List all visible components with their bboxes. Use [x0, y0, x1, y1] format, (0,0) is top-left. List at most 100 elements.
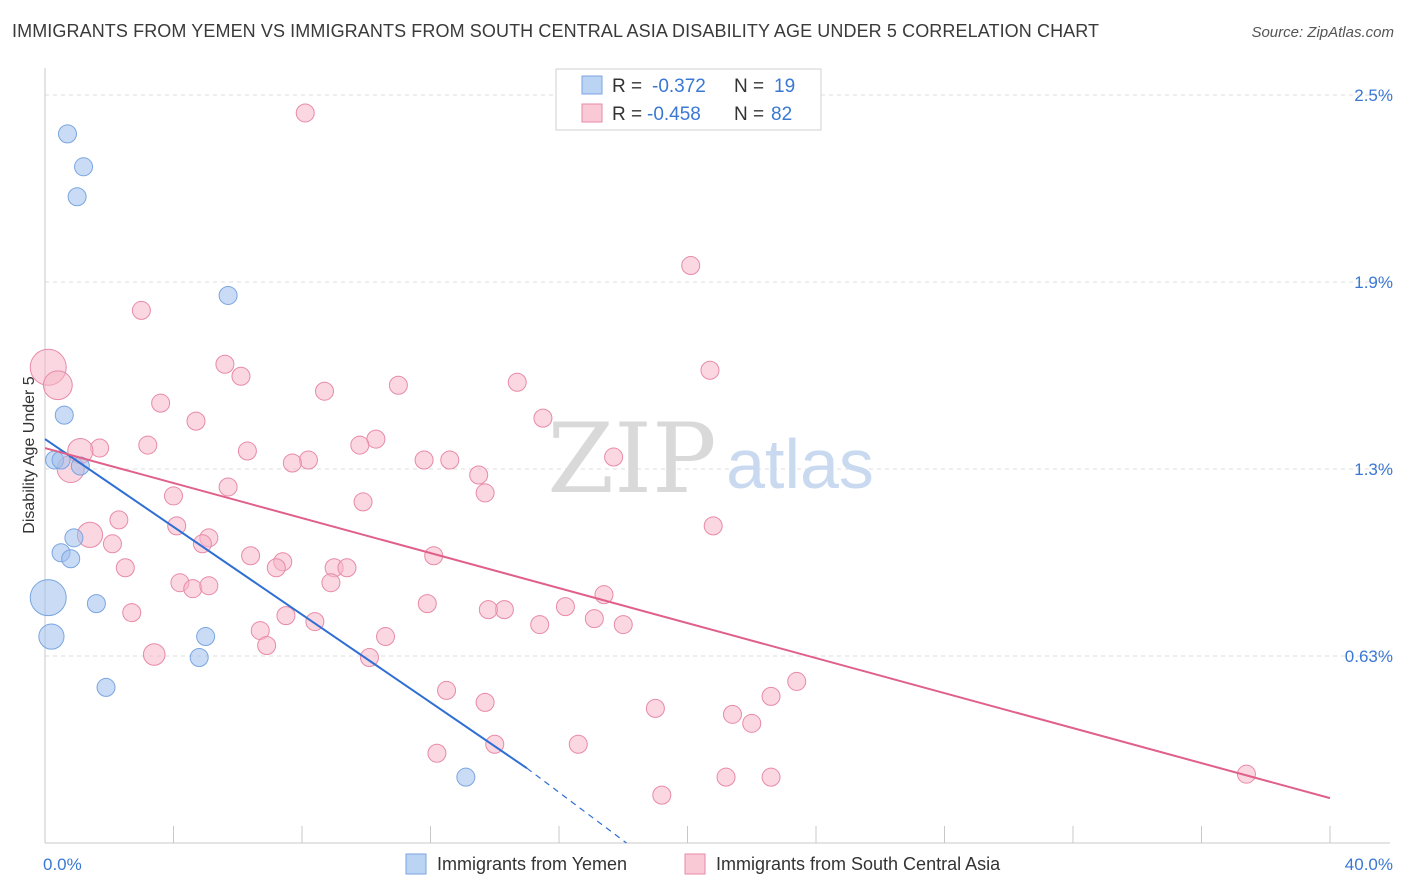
- sca-point-49: [417, 594, 437, 614]
- sca-point-21: [237, 441, 257, 461]
- x-tick-label-0: 0.0%: [43, 855, 82, 874]
- sca-point-14: [138, 435, 158, 455]
- y-tick-label-3: 0.63%: [1345, 647, 1393, 666]
- sca-point-70: [722, 704, 742, 724]
- sca-point-7: [700, 360, 720, 380]
- sca-point-35: [102, 534, 122, 554]
- legend-n-label-1: N =: [734, 76, 764, 97]
- watermark-zip: ZIP: [547, 403, 716, 515]
- sca-point-17: [414, 450, 434, 470]
- yemen-point-4: [54, 405, 74, 425]
- sca-point-69: [645, 698, 665, 718]
- legend-swatch-sca: [581, 103, 603, 123]
- legend-n-label-2: N =: [734, 104, 764, 125]
- sca-point-52: [555, 597, 575, 617]
- sca-point-40: [266, 558, 286, 578]
- sca-point-22: [440, 450, 460, 470]
- sca-point-55: [276, 606, 296, 626]
- sca-point-66: [787, 671, 807, 691]
- sca-point-38: [241, 546, 261, 566]
- y-tick-label-1: 1.9%: [1354, 273, 1393, 292]
- sca-point-5: [215, 354, 235, 374]
- sca-point-15: [366, 429, 386, 449]
- sca-point-42: [337, 558, 357, 578]
- yemen-point-10: [61, 549, 81, 569]
- y-axis-title: Disability Age Under 5: [21, 376, 38, 534]
- yemen-point-3: [218, 285, 238, 305]
- x-tick-label-1: 40.0%: [1345, 855, 1393, 874]
- series-layer: [29, 103, 1256, 805]
- sca-point-0: [295, 103, 315, 123]
- sca-point-61: [376, 627, 396, 647]
- sca-point-13: [533, 408, 553, 428]
- yemen-trend-line: [44, 438, 528, 770]
- bottom-legend-swatch-sca: [684, 853, 706, 875]
- sca-point-1: [681, 256, 701, 276]
- sca-point-9: [507, 372, 527, 392]
- sca-point-27: [475, 483, 495, 503]
- yemen-point-13: [38, 623, 65, 650]
- tick-labels: 2.5% 1.9% 1.3% 0.63% 0.0% 40.0%: [43, 86, 1393, 874]
- sca-point-29: [164, 486, 183, 506]
- sca-point-65: [437, 680, 457, 700]
- sca-point-23: [298, 450, 318, 470]
- yemen-point-2: [67, 187, 87, 207]
- bottom-legend-swatch-yemen: [405, 853, 427, 875]
- yemen-point-16: [96, 677, 116, 697]
- legend-n-value-2: 82: [771, 104, 792, 125]
- sca-point-8: [388, 375, 408, 395]
- legend-n-value-1: 19: [774, 76, 795, 97]
- watermark: ZIP atlas: [547, 403, 874, 515]
- sca-point-68: [475, 692, 495, 712]
- sca-point-32: [167, 516, 187, 536]
- legend-swatch-yemen: [581, 75, 603, 95]
- yemen-point-11: [29, 579, 67, 617]
- sca-point-71: [742, 713, 762, 733]
- axes: [44, 68, 1390, 844]
- sca-point-46: [183, 579, 203, 599]
- chart-title: IMMIGRANTS FROM YEMEN VS IMMIGRANTS FROM…: [12, 21, 1100, 41]
- sca-point-19: [90, 438, 110, 458]
- sca-point-18: [604, 447, 624, 467]
- sca-point-77: [652, 785, 672, 805]
- sca-point-16: [350, 435, 370, 455]
- sca-point-6: [231, 366, 251, 386]
- yemen-point-1: [74, 157, 94, 177]
- sca-point-62: [257, 636, 277, 656]
- sca-point-2: [131, 300, 151, 320]
- sca-point-74: [427, 743, 447, 763]
- sca-point-33: [703, 516, 723, 536]
- sca-point-37: [192, 534, 212, 554]
- y-tick-label-0: 2.5%: [1354, 86, 1393, 105]
- sca-point-30: [353, 492, 373, 512]
- sca-point-54: [122, 603, 142, 623]
- sca-point-76: [761, 767, 781, 787]
- trend-layer: [44, 438, 1331, 844]
- sca-point-78: [1236, 764, 1256, 784]
- bottom-legend-label-yemen: Immigrants from Yemen: [437, 854, 627, 874]
- bottom-legend: Immigrants from Yemen Immigrants from So…: [405, 853, 1001, 875]
- sca-point-53: [478, 600, 498, 620]
- sca-point-63: [142, 643, 166, 666]
- sca-point-28: [218, 477, 238, 497]
- legend-r-label-1: R =: [612, 76, 642, 97]
- sca-point-57: [530, 615, 550, 635]
- legend-r-label-2: R =: [612, 104, 642, 125]
- sca-point-75: [716, 767, 736, 787]
- sca-point-11: [151, 393, 171, 413]
- sca-trend-line: [44, 447, 1331, 800]
- sca-point-58: [584, 609, 604, 629]
- yemen-point-0: [57, 124, 77, 144]
- watermark-atlas: atlas: [726, 425, 874, 503]
- legend-r-value-1: -0.372: [652, 76, 706, 97]
- yemen-trend-extension: [526, 767, 627, 844]
- sca-point-47: [199, 576, 219, 596]
- sca-point-31: [109, 510, 129, 530]
- sca-point-44: [115, 558, 135, 578]
- sca-point-48: [321, 573, 341, 593]
- yemen-point-12: [86, 594, 106, 614]
- sca-point-51: [494, 600, 514, 620]
- bottom-legend-label-sca: Immigrants from South Central Asia: [716, 854, 1001, 874]
- sca-point-73: [568, 734, 588, 754]
